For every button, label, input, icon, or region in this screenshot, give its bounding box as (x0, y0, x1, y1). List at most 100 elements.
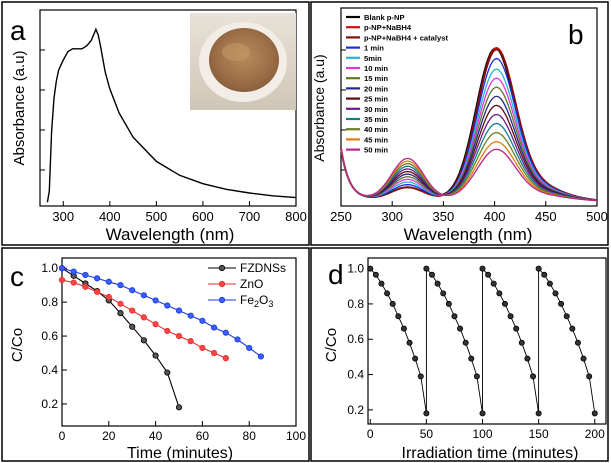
panel-c-data-point (187, 338, 194, 345)
panel-d-y-tick-label: 0.6 (347, 332, 364, 346)
panel-b-x-axis: 250 300 350 400 450 500 (330, 201, 608, 224)
panel-d-data-point (535, 265, 542, 272)
panel-c-legend-label: ZnO (240, 277, 263, 291)
panel-c-data-point (58, 276, 66, 284)
panel-a: 300 400 500 600 700 800 (10, 9, 307, 244)
panel-b-legend-label: p-NP+NaBH4 + catalyst (364, 33, 448, 42)
panel-b-spectrum-line (340, 148, 598, 202)
panel-c-data-point (140, 337, 147, 344)
panel-c-data-point (152, 352, 159, 359)
panel-a-x-tick-label: 300 (52, 209, 74, 224)
panel-c-data-point (70, 279, 77, 286)
panel-b-legend-label: p-NP+NaBH4 (364, 23, 412, 32)
panel-c-legend: FZDNSs ZnO Fe2O3 (208, 261, 286, 309)
panel-a-inset-photo (190, 13, 296, 110)
panel-c-data-point (199, 317, 206, 324)
panel-d-x-tick-label: 100 (472, 427, 492, 441)
panel-d-plot-frame (367, 257, 607, 425)
panel-d-data-point (479, 265, 486, 272)
panel-c-data-point (129, 307, 136, 314)
panel-b-x-tick-label: 250 (330, 209, 352, 224)
panel-d-data-point (558, 300, 565, 307)
panel-d-data-point (428, 271, 435, 278)
panel-d-x-tick-label: 200 (585, 427, 605, 441)
panel-d-x-tick-label: 150 (529, 427, 549, 441)
panel-b-legend-label: 1 min (364, 44, 384, 53)
panel-c-data-point (129, 287, 136, 294)
panel-d-data-point (541, 271, 548, 278)
panel-d-series (367, 265, 598, 417)
panel-c-x-tick-label: 80 (243, 429, 257, 443)
panel-c-frame (1, 247, 310, 462)
panel-c-data-point (117, 300, 124, 307)
panel-c-data-point (117, 282, 124, 289)
panel-d-data-point (423, 410, 430, 417)
panel-c-x-tick-label: 40 (149, 429, 163, 443)
panel-c-y-tick-label: 0.2 (41, 397, 58, 411)
panel-c-data-point (94, 288, 101, 296)
panel-c-data-point (211, 324, 218, 331)
panel-d-x-tick-label: 0 (367, 427, 374, 441)
panel-d-data-point (580, 355, 587, 362)
panel-d-data-point (535, 410, 542, 417)
panel-a-x-tick-label: 500 (146, 209, 168, 224)
panel-c-axes: 0 20 40 60 80 100 0.2 0.4 0.6 0.8 1.0 (41, 261, 306, 443)
panel-b-y-label: Absorbance (a.u) (311, 54, 327, 161)
panel-d-data-point (574, 339, 581, 346)
panel-c-x-label: Time (minutes) (127, 445, 233, 462)
panel-b-x-tick-label: 300 (381, 209, 403, 224)
panel-c-plot-frame (61, 257, 297, 427)
panel-c-y-label: C/Co (9, 328, 26, 362)
panel-c-data-point (152, 297, 159, 304)
panel-b: 250 300 350 400 450 500 Blank p-NPp-NP+NaBH4p… (311, 7, 608, 244)
panel-b-spectra (340, 46, 598, 202)
panel-c-data-point (82, 283, 89, 290)
panel-b-legend-label: 40 min (364, 125, 388, 134)
panel-d-data-point (485, 271, 492, 278)
panel-d-data-point (384, 290, 391, 297)
panel-b-legend-label: Blank p-NP (364, 13, 405, 22)
panel-c-label: c (10, 261, 24, 292)
panel-a-x-tick-label: 400 (99, 209, 121, 224)
panel-b-legend-label: 10 min (364, 64, 388, 73)
panel-c-y-tick-label: 1.0 (41, 261, 58, 275)
panel-a-x-tick-label: 600 (192, 209, 214, 224)
panel-c-data-point (222, 355, 229, 362)
panel-b-frame (310, 1, 609, 246)
panel-c-data-point (234, 336, 241, 343)
panel-b-legend-label: 15 min (364, 74, 388, 83)
panel-c-x-tick-label: 20 (102, 429, 116, 443)
panel-a-y-label: Absorbance (a.u) (11, 50, 28, 165)
panel-b-legend-label: 35 min (364, 115, 388, 124)
panel-d-data-point (530, 373, 537, 380)
panel-a-x-axis: 300 400 500 600 700 800 (52, 201, 307, 224)
panel-b-x-tick-label: 350 (433, 209, 455, 224)
panel-d: 0 50 100 150 200 0.2 0.4 0.6 0.8 1.0 d C/Co Irrad… (323, 257, 607, 462)
panel-b-label: b (568, 19, 584, 50)
panel-d-data-point (507, 313, 514, 320)
panel-c-y-tick-label: 0.4 (41, 363, 58, 377)
panel-b-spectrum-line (340, 104, 598, 202)
panel-d-data-point (546, 280, 553, 287)
panel-c-data-point (140, 314, 147, 321)
panel-d-data-point (462, 339, 469, 346)
panel-c-data-point (70, 268, 77, 275)
panel-c-data-point (187, 312, 194, 319)
panel-d-data-point (372, 271, 379, 278)
panel-d-data-point (490, 280, 497, 287)
panel-b-legend-label: 20 min (364, 84, 388, 93)
panel-d-data-point (501, 300, 508, 307)
panel-c-legend-marker (218, 296, 226, 304)
panel-b-legend-label: 5min (364, 54, 382, 63)
panel-c-y-tick-label: 0.8 (41, 295, 58, 309)
panel-c-data-point (129, 323, 136, 330)
panel-d-frame (310, 247, 609, 462)
panel-d-y-tick-label: 0.8 (347, 297, 364, 311)
panel-d-axes: 0 50 100 150 200 0.2 0.4 0.6 0.8 1.0 (347, 262, 605, 441)
panel-c-data-point (94, 275, 101, 282)
panel-d-data-point (406, 339, 413, 346)
panel-d-data-point (434, 280, 441, 287)
panel-d-label: d (328, 259, 344, 290)
panel-c-data-point (117, 310, 124, 317)
